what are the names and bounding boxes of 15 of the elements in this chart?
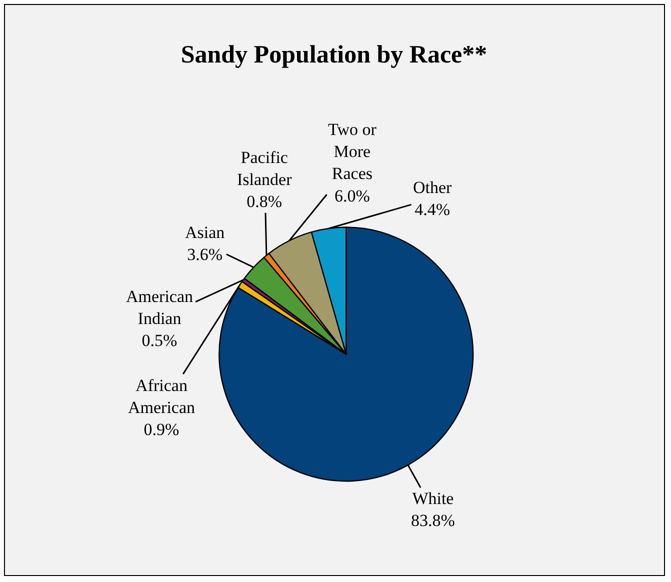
slice-label: Pacific Islander	[237, 148, 292, 190]
slice-label: Asian	[185, 223, 226, 242]
data-label: 4.4%	[414, 200, 450, 220]
data-label: 0.9%	[144, 420, 180, 440]
slice-label: American Indian	[126, 287, 194, 328]
slice-label: White	[412, 489, 454, 508]
slice-label: Two or More Races	[328, 120, 377, 184]
data-label: 83.8%	[411, 511, 455, 530]
slice-label: Other	[413, 178, 452, 197]
data-label: 3.6%	[187, 245, 223, 264]
slice-label: African American	[128, 376, 196, 418]
data-label: 6.0%	[334, 186, 370, 206]
data-label: 0.8%	[246, 192, 282, 212]
data-label: 0.5%	[142, 331, 178, 350]
chart-title: Sandy Population by Race**	[180, 41, 488, 68]
